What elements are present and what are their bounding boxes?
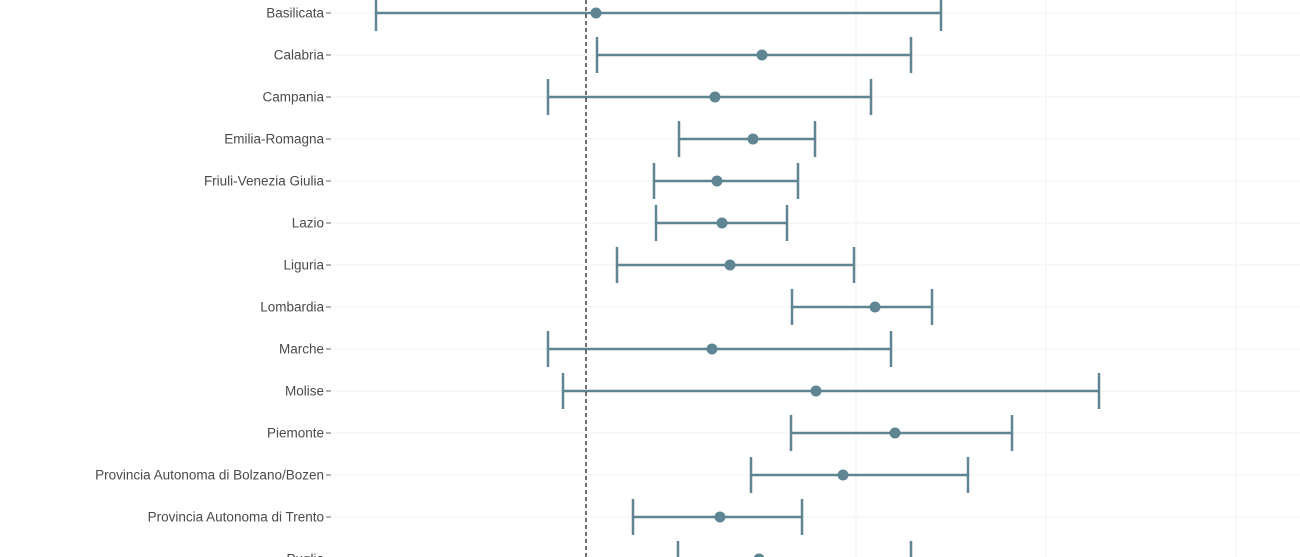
point-estimate (709, 91, 721, 103)
forest-row: Lazio (292, 205, 789, 241)
forest-row: Emilia-Romagna (224, 121, 817, 157)
row-label: Piemonte (267, 426, 324, 441)
forest-row: Basilicata (266, 0, 943, 31)
forest-row: Piemonte (267, 415, 1014, 451)
point-estimate (706, 343, 718, 355)
forest-row: Puglia (286, 541, 913, 557)
point-estimate (590, 7, 602, 19)
row-label: Puglia (286, 552, 324, 557)
point-estimate (711, 175, 723, 187)
forest-row: Marche (279, 331, 893, 367)
rows-layer: Basilicata Calabria Campania Emilia-Romagna… (95, 0, 1101, 557)
forest-row: Campania (262, 79, 873, 115)
row-label: Provincia Autonoma di Bolzano/Bozen (95, 468, 324, 483)
point-estimate (724, 259, 736, 271)
row-label: Liguria (283, 258, 324, 273)
row-label: Basilicata (266, 6, 324, 21)
forest-row: Provincia Autonoma di Bolzano/Bozen (95, 457, 970, 493)
point-estimate (747, 133, 759, 145)
row-label: Emilia-Romagna (224, 132, 324, 147)
point-estimate (714, 511, 726, 523)
row-label: Lazio (292, 216, 324, 231)
row-label: Molise (285, 384, 324, 399)
grid-layer (335, 0, 1300, 557)
forest-row: Calabria (274, 37, 913, 73)
row-label: Provincia Autonoma di Trento (148, 510, 324, 525)
row-label: Campania (262, 90, 324, 105)
point-estimate (753, 553, 765, 557)
point-estimate (837, 469, 849, 481)
forest-row: Friuli-Venezia Giulia (204, 163, 800, 199)
row-label: Lombardia (260, 300, 324, 315)
forest-row: Provincia Autonoma di Trento (148, 499, 804, 535)
forest-row: Lombardia (260, 289, 934, 325)
point-estimate (869, 301, 881, 313)
point-estimate (716, 217, 728, 229)
row-label: Calabria (274, 48, 325, 63)
row-label: Marche (279, 342, 324, 357)
forest-row: Liguria (283, 247, 856, 283)
point-estimate (889, 427, 901, 439)
point-estimate (810, 385, 822, 397)
forest-row: Molise (285, 373, 1101, 409)
point-estimate (756, 49, 768, 61)
row-label: Friuli-Venezia Giulia (204, 174, 325, 189)
